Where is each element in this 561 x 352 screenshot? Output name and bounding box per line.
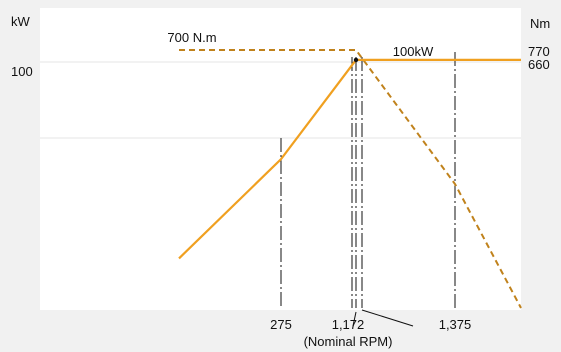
y-left-tick-100: 100 [11,64,33,79]
nominal-leader-right [361,309,414,327]
annotation-power: 100kW [393,44,434,59]
nominal-point-marker [353,57,359,63]
reference-lines [280,52,456,308]
x-tick-1375: 1,375 [439,317,472,332]
x-tick-275: 275 [270,317,292,332]
x-note-nominal-rpm: (Nominal RPM) [304,334,393,349]
y-right-label: Nm [530,16,550,31]
y-right-tick-660: 660 [528,57,550,72]
y-right-tick-770: 770 [528,44,550,59]
y-left-label: kW [11,14,31,29]
series-torque-dashed [179,49,522,309]
x-tick-1172: 1,172 [332,317,365,332]
nominal-leader-left [352,311,357,327]
annotation-torque: 700 N.m [167,30,216,45]
